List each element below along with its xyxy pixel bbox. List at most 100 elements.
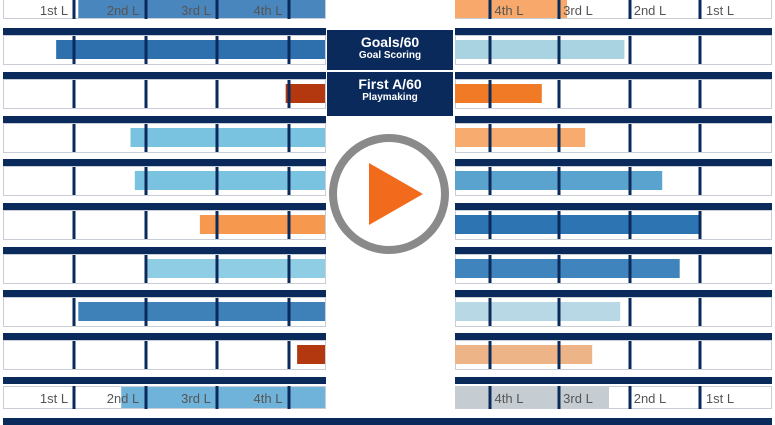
right-bottom-tick-label-2: 2nd L: [634, 391, 667, 406]
right-row-7-tick-2: [557, 298, 561, 326]
right-row-2-tick-4: [698, 80, 702, 108]
left-row-7-tick-3: [215, 298, 219, 326]
right-top-tick-label-4: 4th L: [495, 3, 524, 18]
left-row-7-tick-1: [72, 298, 76, 326]
right-row-3-tick-4: [698, 124, 702, 152]
left-bar-6: [147, 259, 325, 278]
right-row-8-header: [455, 333, 772, 340]
right-bar-1: [455, 40, 625, 59]
right-row-4-tick-3: [628, 167, 632, 195]
play-icon: [369, 163, 423, 225]
left-bottom-tick-label-2: 2nd L: [107, 391, 140, 406]
right-bottom-tick-label-4: 4th L: [495, 391, 524, 406]
left-bottom-tick-label-1: 1st L: [40, 391, 68, 406]
right-row-8-tick-1: [488, 341, 492, 369]
goals-panel-label: Goals/60 Goal Scoring: [327, 30, 453, 70]
right-bottom-tick-label-1: 1st L: [706, 391, 734, 406]
left-row-4-tick-1: [72, 167, 76, 195]
right-bar-6: [455, 259, 680, 278]
left-bottom-tick-label-3: 3rd L: [181, 391, 211, 406]
right-row-1-tick-3: [628, 36, 632, 64]
right-row-1-tick-4: [698, 36, 702, 64]
left-row-3-tick-3: [215, 124, 219, 152]
left-top-scale-tick-4: [287, 0, 291, 19]
right-bar-5: [455, 215, 701, 234]
left-top-tick-label-1: 1st L: [40, 3, 68, 18]
left-bottom-scale-highlight: [121, 387, 325, 408]
left-bar-1: [56, 40, 325, 59]
left-row-1-header: [3, 28, 326, 35]
right-bar-2: [455, 84, 542, 103]
left-row-3-tick-4: [287, 124, 291, 152]
left-row-5-tick-2: [144, 211, 148, 239]
right-row-4-header: [455, 159, 772, 166]
right-row-7-tick-1: [488, 298, 492, 326]
play-button[interactable]: [329, 134, 449, 254]
left-top-scale-tick-1: [72, 0, 76, 19]
left-row-2-tick-2: [144, 80, 148, 108]
left-row-4-tick-4: [287, 167, 291, 195]
left-row-5-tick-1: [72, 211, 76, 239]
left-row-4-header: [3, 159, 326, 166]
left-row-8-header: [3, 333, 326, 340]
right-row-3-tick-3: [628, 124, 632, 152]
left-top-scale-tick-2: [144, 0, 148, 19]
left-bar-8: [297, 345, 325, 364]
right-bar-8: [455, 345, 593, 364]
left-top-scale-tick-3: [215, 0, 219, 19]
right-row-2-header: [455, 72, 772, 79]
right-row-1-header: [455, 28, 772, 35]
right-top-tick-label-2: 2nd L: [634, 3, 667, 18]
right-row-2-tick-3: [628, 80, 632, 108]
left-row-3-tick-1: [72, 124, 76, 152]
right-row-8-tick-2: [557, 341, 561, 369]
left-row-7-tick-4: [287, 298, 291, 326]
right-top-scale-highlight: [455, 0, 567, 18]
right-row-6-tick-2: [557, 255, 561, 283]
left-row-3-tick-2: [144, 124, 148, 152]
right-top-tick-label-1: 1st L: [706, 3, 734, 18]
right-row-6-tick-3: [628, 255, 632, 283]
left-bar-7: [78, 302, 325, 321]
left-row-8-box: [3, 340, 326, 370]
right-row-2-tick-1: [488, 80, 492, 108]
left-row-6-tick-4: [287, 255, 291, 283]
left-row-5-tick-4: [287, 211, 291, 239]
left-row-6-tick-3: [215, 255, 219, 283]
left-row-1-tick-1: [72, 36, 76, 64]
left-bottom-scale-tick-1: [72, 386, 76, 409]
right-row-4-tick-1: [488, 167, 492, 195]
assists-panel-label: First A/60 Playmaking: [327, 72, 453, 116]
right-top-scale-tick-1: [488, 0, 492, 19]
left-row-8-tick-4: [287, 341, 291, 369]
left-row-8-tick-1: [72, 341, 76, 369]
right-row-1-tick-2: [557, 36, 561, 64]
right-top-scale-tick-3: [628, 0, 632, 19]
left-bar-2: [285, 84, 325, 103]
left-bottom-scale-tick-2: [144, 386, 148, 409]
right-row-5-tick-1: [488, 211, 492, 239]
goals-title: Goals/60: [360, 34, 420, 50]
left-row-2-tick-4: [287, 80, 291, 108]
goals-subtitle: Goal Scoring: [358, 50, 422, 61]
left-top-tick-label-4: 4th L: [254, 3, 283, 18]
right-top-tick-label-3: 3rd L: [563, 3, 593, 18]
left-row-1-tick-4: [287, 36, 291, 64]
right-row-1-tick-1: [488, 36, 492, 64]
left-row-2-tick-1: [72, 80, 76, 108]
assists-subtitle: Playmaking: [362, 92, 418, 103]
right-row-5-tick-4: [698, 211, 702, 239]
right-row-7-tick-3: [628, 298, 632, 326]
left-row-5-tick-3: [215, 211, 219, 239]
left-bottom-scale-tick-4: [287, 386, 291, 409]
left-row-8-tick-2: [144, 341, 148, 369]
left-row-4-tick-3: [215, 167, 219, 195]
right-row-3-header: [455, 116, 772, 123]
right-bottom-scale-tick-2: [557, 386, 561, 409]
right-row-3-tick-1: [488, 124, 492, 152]
bottom-strip: [3, 418, 772, 425]
right-row-5-tick-3: [628, 211, 632, 239]
right-row-5-header: [455, 203, 772, 210]
left-row-1-tick-2: [144, 36, 148, 64]
